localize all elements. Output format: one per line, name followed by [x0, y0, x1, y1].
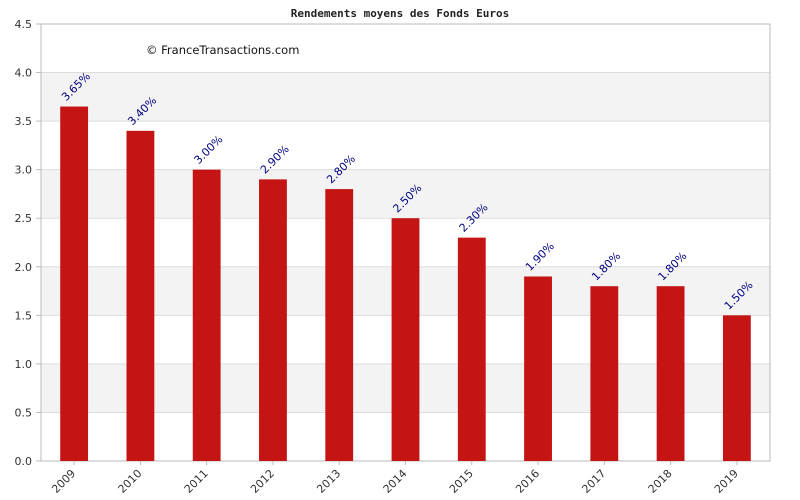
bar	[259, 179, 287, 461]
y-axis-tick-labels: 0.0 0.5 1.0 1.5 2.0 2.5 3.0 3.5 4.0 4.5	[15, 18, 33, 468]
bar	[722, 315, 751, 461]
y-tick-label: 2.0	[15, 261, 33, 274]
x-tick-label: 2019	[712, 467, 741, 496]
y-tick-label: 0.5	[15, 406, 33, 419]
x-tick-label: 2011	[182, 467, 211, 496]
y-tick-label: 3.0	[15, 164, 33, 177]
bar	[60, 106, 89, 462]
y-tick-label: 1.5	[15, 309, 33, 322]
x-tick-label: 2012	[248, 467, 277, 496]
background-band	[41, 72, 770, 122]
bar	[325, 189, 354, 462]
x-tick-label: 2017	[579, 467, 608, 496]
x-tick-label: 2010	[116, 467, 145, 496]
bar	[457, 237, 486, 461]
y-tick-label: 1.0	[15, 358, 33, 371]
background-band	[41, 169, 770, 219]
x-tick-label: 2009	[49, 467, 78, 496]
y-tick-label: 3.5	[15, 115, 33, 128]
x-tick-label: 2014	[381, 467, 410, 496]
bars	[60, 106, 751, 462]
y-tick-label: 0.0	[15, 455, 33, 468]
y-tick-label: 4.5	[15, 18, 33, 31]
bar	[524, 276, 552, 461]
bar	[192, 169, 221, 461]
bar	[656, 286, 685, 461]
bar	[391, 218, 420, 461]
data-label: 3.00%	[192, 133, 226, 167]
bar	[126, 130, 155, 462]
x-axis-tick-labels: 2009 2010 2011 2012 2013 2014 2015 2016 2017 2018…	[49, 467, 741, 496]
x-tick-label: 2018	[646, 467, 675, 496]
copyright-watermark: © FranceTransactions.com	[146, 43, 299, 57]
y-tick-label: 2.5	[15, 212, 33, 225]
chart-title: Rendements moyens des Fonds Euros	[291, 7, 510, 20]
bar	[590, 286, 619, 461]
x-tick-label: 2015	[447, 467, 476, 496]
x-tick-label: 2013	[314, 467, 343, 496]
y-tick-label: 4.0	[15, 67, 33, 80]
x-tick-label: 2016	[513, 467, 542, 496]
